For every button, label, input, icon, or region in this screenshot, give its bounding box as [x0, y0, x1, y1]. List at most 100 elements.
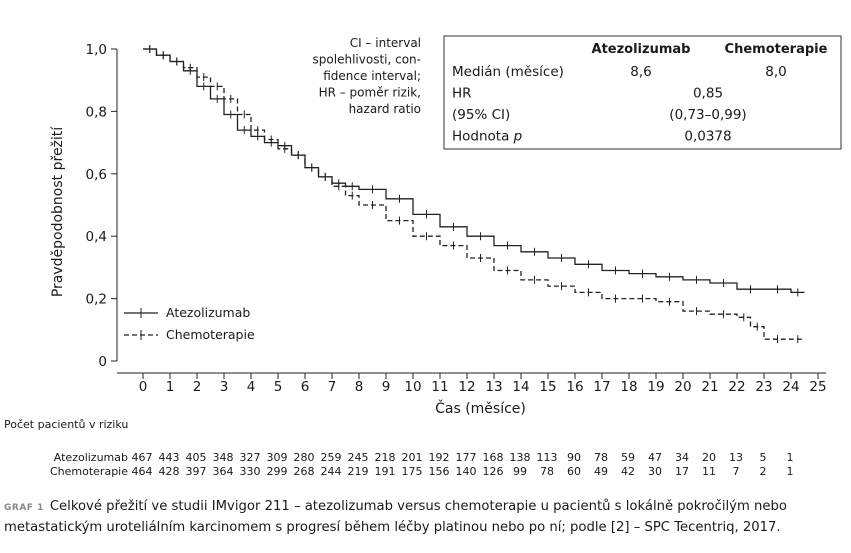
risk-value: 397 [186, 465, 207, 478]
risk-value: 219 [348, 465, 369, 478]
risk-value: 17 [675, 465, 689, 478]
x-tick-label: 25 [809, 379, 826, 395]
x-tick-label: 16 [566, 379, 583, 395]
risk-value: 244 [321, 465, 342, 478]
risk-value: 60 [567, 465, 581, 478]
risk-value: 78 [540, 465, 554, 478]
risk-value: 280 [294, 451, 315, 464]
risk-value: 99 [513, 465, 527, 478]
stats-value-chemoterapie: 8,0 [765, 64, 786, 80]
risk-value: 201 [402, 451, 423, 464]
x-tick-label: 17 [593, 379, 610, 395]
risk-value: 175 [402, 465, 423, 478]
risk-value: 218 [375, 451, 396, 464]
x-tick-label: 9 [382, 379, 391, 395]
risk-value: 90 [567, 451, 581, 464]
stats-row-label: (95% CI) [452, 107, 510, 123]
x-tick-label: 12 [458, 379, 475, 395]
x-tick-label: 8 [355, 379, 364, 395]
x-tick-label: 13 [485, 379, 502, 395]
risk-value: 138 [510, 451, 531, 464]
stats-row-label: HR [452, 86, 472, 102]
risk-value: 268 [294, 465, 315, 478]
risk-value: 467 [132, 451, 153, 464]
annotation-line: hazard ratio [349, 102, 421, 116]
risk-value: 30 [648, 465, 662, 478]
annotation-line: spolehlivosti, con- [313, 53, 421, 67]
legend-label-chemoterapie: Chemoterapie [166, 327, 255, 342]
stats-value-combined: (0,73–0,99) [669, 107, 746, 123]
y-tick-label: 0 [98, 354, 107, 370]
risk-value: 299 [267, 465, 288, 478]
figure-label: GRAF 1 [4, 503, 44, 513]
x-tick-label: 24 [782, 379, 799, 395]
risk-table-title: Počet pacientů v riziku [4, 418, 129, 431]
stats-row-label: Medián (měsíce) [452, 64, 564, 80]
risk-value: 327 [240, 451, 261, 464]
risk-value: 443 [159, 451, 180, 464]
risk-value: 2 [760, 465, 767, 478]
risk-value: 309 [267, 451, 288, 464]
x-tick-label: 23 [755, 379, 772, 395]
risk-value: 177 [456, 451, 477, 464]
stats-value-combined: 0,85 [693, 86, 723, 102]
stats-col-atezolizumab: Atezolizumab [592, 42, 691, 57]
risk-value: 20 [702, 451, 716, 464]
x-tick-label: 15 [539, 379, 556, 395]
risk-row-label: Atezolizumab [54, 451, 128, 464]
risk-value: 348 [213, 451, 234, 464]
risk-value: 49 [594, 465, 608, 478]
x-tick-label: 1 [166, 379, 175, 395]
x-tick-label: 19 [647, 379, 664, 395]
stats-col-chemoterapie: Chemoterapie [725, 42, 828, 57]
x-tick-label: 3 [220, 379, 229, 395]
x-tick-label: 5 [274, 379, 283, 395]
y-tick-label: 1,0 [86, 42, 107, 58]
risk-value: 11 [702, 465, 716, 478]
x-tick-label: 7 [328, 379, 337, 395]
risk-value: 7 [733, 465, 740, 478]
risk-value: 428 [159, 465, 180, 478]
risk-value: 191 [375, 465, 396, 478]
y-tick-label: 0,2 [86, 292, 107, 308]
y-axis-title: Pravděpodobnost přežití [50, 126, 66, 297]
x-tick-label: 21 [701, 379, 718, 395]
risk-value: 59 [621, 451, 635, 464]
x-axis-title: Čas (měsíce) [435, 399, 526, 417]
x-tick-label: 10 [404, 379, 421, 395]
stats-row-label: Hodnota p [452, 129, 522, 145]
annotation-line: CI – interval [350, 36, 421, 50]
x-tick-label: 20 [674, 379, 691, 395]
stats-value-combined: 0,0378 [684, 129, 731, 145]
x-tick-label: 2 [193, 379, 202, 395]
risk-value: 34 [675, 451, 689, 464]
risk-row-label: Chemoterapie [50, 465, 128, 478]
risk-value: 113 [537, 451, 558, 464]
annotation-line: HR – poměr rizik, [319, 86, 421, 100]
risk-value: 330 [240, 465, 261, 478]
y-tick-label: 0,6 [86, 167, 107, 183]
risk-value: 78 [594, 451, 608, 464]
series-line-atezolizumab [143, 48, 805, 294]
risk-value: 140 [456, 465, 477, 478]
x-tick-label: 0 [139, 379, 148, 395]
risk-value: 364 [213, 465, 234, 478]
risk-value: 1 [787, 465, 794, 478]
figure-caption: GRAF 1 Celkové přežití ve studii IMvigor … [4, 497, 846, 538]
x-tick-label: 14 [512, 379, 529, 395]
y-tick-label: 0,4 [86, 229, 107, 245]
risk-value: 47 [648, 451, 662, 464]
x-tick-label: 18 [620, 379, 637, 395]
risk-value: 245 [348, 451, 369, 464]
x-tick-label: 11 [431, 379, 448, 395]
risk-value: 13 [729, 451, 743, 464]
risk-value: 126 [483, 465, 504, 478]
risk-value: 168 [483, 451, 504, 464]
stats-table-box [443, 35, 842, 150]
annotation-line: fidence interval; [323, 69, 421, 83]
caption-text: Celkové přežití ve studii IMvigor 211 – … [4, 499, 787, 535]
risk-value: 259 [321, 451, 342, 464]
stats-value-atezolizumab: 8,6 [630, 64, 651, 80]
x-tick-label: 22 [728, 379, 745, 395]
